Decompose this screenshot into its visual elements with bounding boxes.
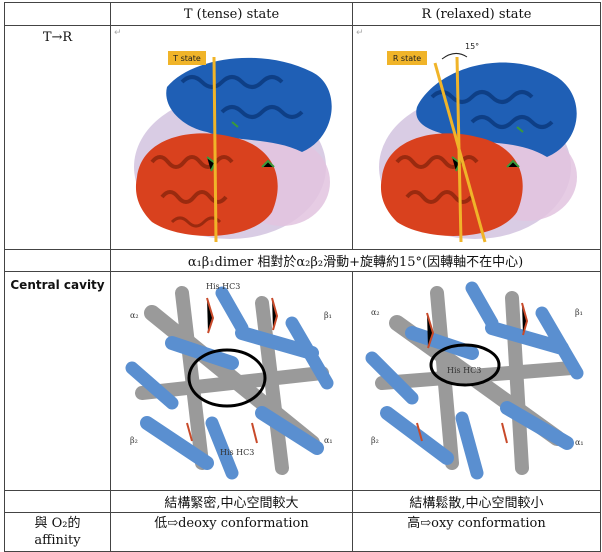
r-label-beta2: β₂	[371, 436, 379, 445]
comparison-table: T (tense) state R (relaxed) state T→R T …	[4, 2, 601, 552]
r-state-tag-text: R state	[392, 54, 420, 63]
header-r-state: R (relaxed) state	[352, 2, 601, 26]
rotation-angle-label: 15°	[465, 42, 479, 51]
affinity-label-line2: affinity	[34, 533, 81, 548]
t-affinity-text: 低⇨deoxy conformation	[110, 512, 353, 552]
r-label-alpha1: α₁	[575, 438, 584, 447]
r-label-alpha2: α₂	[371, 308, 380, 317]
r-state-cavity-figure: α₂ β₁ β₂ α₁ His HC3	[352, 271, 601, 491]
affinity-label-line1: 與 O₂的	[34, 516, 81, 531]
t-label-his-top: His HC3	[206, 282, 240, 291]
r-cavity-ellipse	[429, 343, 500, 387]
t-state-ribbon-diagram: T state	[133, 50, 332, 242]
t-structure-text: 結構緊密,中心空間較大	[110, 490, 353, 513]
r-state-cylinder-diagram: α₂ β₁ β₂ α₁ His HC3	[365, 281, 584, 480]
t-state-cavity-figure: α₂ β₁ β₂ α₁ His HC3 His HC3	[110, 271, 353, 491]
t-label-alpha1: α₁	[324, 436, 333, 445]
caption-row-blank	[4, 249, 111, 272]
row-label-central-cavity: Central cavity	[4, 271, 111, 491]
r-state-protein-figure: 15° R state ↵	[352, 25, 601, 250]
t-cavity-ellipse	[187, 348, 266, 408]
t-label-beta2: β₂	[130, 436, 138, 445]
t-state-protein-figure: T state ↵	[110, 25, 353, 250]
row-label-affinity: 與 O₂的 affinity	[4, 512, 111, 552]
r-state-ribbon-diagram: 15° R state	[378, 42, 577, 242]
t-state-tag-text: T state	[172, 54, 201, 63]
r-state-tag	[386, 50, 427, 65]
transition-label-text: T→R	[42, 30, 73, 45]
header-blank	[4, 2, 111, 26]
r-label-beta1: β₁	[575, 308, 583, 317]
row-label-transition: T→R	[4, 25, 111, 250]
header-t-state: T (tense) state	[110, 2, 353, 26]
r-affinity-text: 高⇨oxy conformation	[352, 512, 601, 552]
central-cavity-label: Central cavity	[10, 278, 105, 292]
t-state-cylinder-diagram: α₂ β₁ β₂ α₁ His HC3 His HC3	[125, 282, 333, 480]
t-label-beta1: β₁	[324, 311, 332, 320]
t-label-his-bottom: His HC3	[220, 448, 254, 457]
t-state-tag	[167, 50, 206, 65]
t-label-alpha2: α₂	[130, 311, 139, 320]
r-structure-text: 結構鬆散,中心空間較小	[352, 490, 601, 513]
structure-row-blank	[4, 490, 111, 513]
r-label-his: His HC3	[447, 366, 481, 375]
dimer-rotation-caption: α₁β₁dimer 相對於α₂β₂滑動+旋轉約15°(因轉軸不在中心)	[110, 249, 601, 272]
